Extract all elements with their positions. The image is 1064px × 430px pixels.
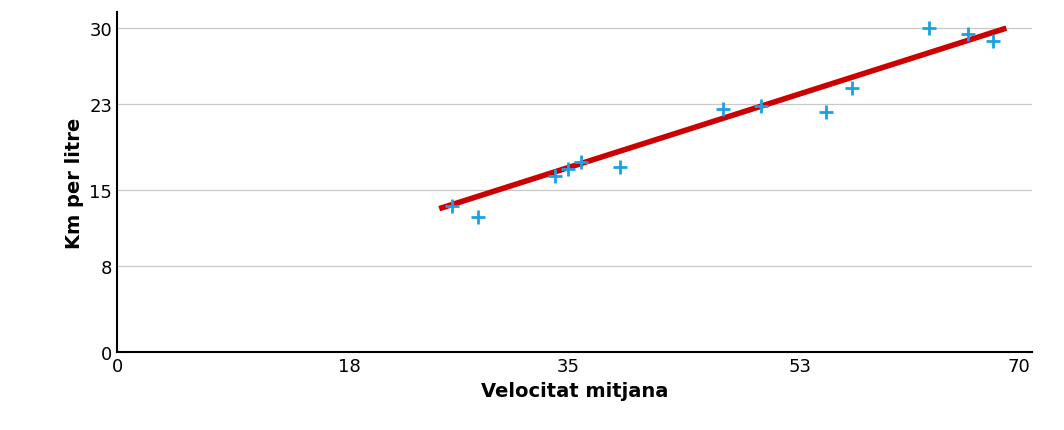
- Point: [469, 215, 486, 221]
- Point: [959, 31, 976, 38]
- Point: [714, 107, 731, 114]
- Point: [572, 160, 589, 166]
- Point: [444, 203, 461, 210]
- X-axis label: Velocitat mitjana: Velocitat mitjana: [481, 381, 668, 400]
- Point: [985, 39, 1002, 46]
- Point: [753, 103, 770, 110]
- Point: [560, 166, 577, 173]
- Y-axis label: Km per litre: Km per litre: [65, 117, 84, 248]
- Point: [817, 110, 834, 117]
- Point: [920, 26, 937, 33]
- Point: [547, 173, 564, 180]
- Point: [843, 85, 860, 92]
- Point: [611, 164, 628, 171]
